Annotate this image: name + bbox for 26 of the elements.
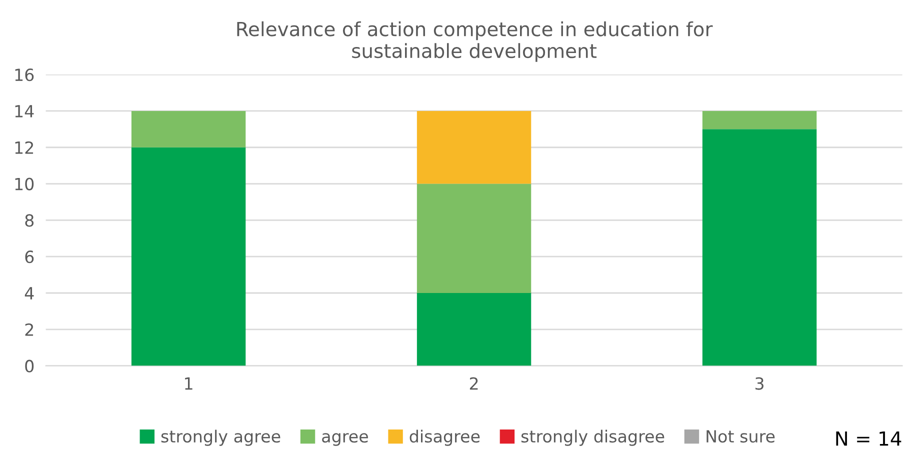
- y-tick-label: 2: [25, 323, 34, 336]
- bar: [131, 147, 246, 366]
- legend-label: strongly disagree: [521, 430, 664, 446]
- legend-label: agree: [322, 433, 368, 446]
- x-tick-label: 1: [185, 377, 192, 390]
- y-tick-label: 16: [15, 68, 34, 82]
- legend-label: Not sure: [706, 430, 775, 443]
- legend-label: disagree: [410, 430, 480, 446]
- y-tick-label: 8: [25, 214, 34, 227]
- x-tick-label: 2: [470, 377, 478, 390]
- y-tick-label: 10: [15, 178, 34, 190]
- y-tick-label: 14: [15, 105, 34, 118]
- bar: [702, 110, 817, 130]
- y-tick-label: 0: [25, 360, 34, 372]
- y-tick-label: 6: [25, 250, 34, 264]
- bar: [416, 110, 532, 184]
- bar: [416, 184, 532, 293]
- legend-label: strongly agree: [161, 430, 280, 446]
- chart-title: Relevance of action competence in education for sustainable development: [237, 21, 713, 62]
- text: N = 14: [836, 431, 902, 446]
- y-tick-label: 4: [24, 287, 34, 300]
- y-tick-label: 12: [15, 141, 34, 154]
- x-tick-label: 3: [755, 377, 764, 390]
- bar: [702, 129, 817, 366]
- bar: [416, 293, 532, 366]
- bar: [131, 110, 246, 148]
